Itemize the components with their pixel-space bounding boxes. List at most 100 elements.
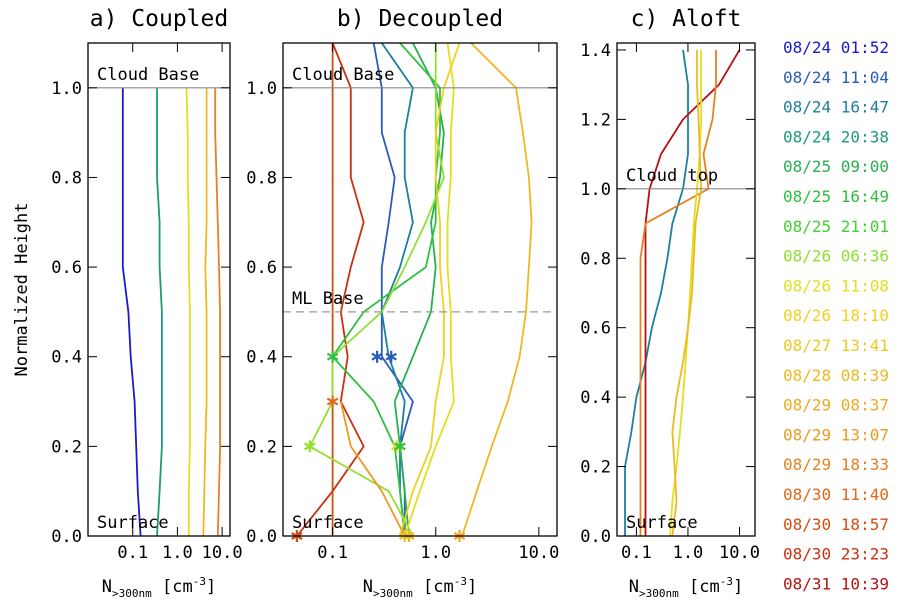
y-tick-label: 0.6 xyxy=(580,319,611,339)
x-label-sub: >300nm xyxy=(112,587,152,600)
legend-entry: 08/28 08:39 xyxy=(783,366,889,385)
y-tick-label: 0.2 xyxy=(246,437,277,457)
profile-line xyxy=(331,42,441,537)
profile-line xyxy=(671,49,703,537)
x-tick-label: 1.0 xyxy=(673,543,704,563)
star-marker xyxy=(304,440,316,453)
x-tick-label: 1.0 xyxy=(162,543,193,563)
profile-line xyxy=(339,401,406,537)
legend-entry: 08/31 10:39 xyxy=(783,574,889,593)
y-tick-label: 0.8 xyxy=(51,168,82,188)
legend-entry: 08/24 11:04 xyxy=(783,68,889,87)
panel-title: c) Aloft xyxy=(631,6,742,32)
profile-line xyxy=(156,87,163,537)
y-tick-label: 0.0 xyxy=(580,527,611,547)
x-tick-label: 10.0 xyxy=(719,543,760,563)
surface-label: Surface xyxy=(626,513,698,533)
legend-entry: 08/25 21:01 xyxy=(783,217,889,236)
legend-entry: 08/30 18:57 xyxy=(783,515,889,534)
x-label-unit: [cm xyxy=(413,577,454,597)
legend-entry: 08/29 18:33 xyxy=(783,455,889,474)
y-tick-label: 1.2 xyxy=(580,110,611,130)
y-tick-label: 0.6 xyxy=(51,258,82,278)
y-tick-label: 0.2 xyxy=(51,437,82,457)
profile-line xyxy=(399,42,461,537)
legend-entry: 08/24 20:38 xyxy=(783,127,889,146)
y-axis-label: Normalized Height xyxy=(12,203,32,377)
profile-line xyxy=(461,42,533,537)
legend-entry: 08/26 06:36 xyxy=(783,247,889,266)
star-marker xyxy=(394,440,406,453)
star-marker xyxy=(326,395,339,408)
legend-entry: 08/26 18:10 xyxy=(783,306,889,325)
x-label-main: N xyxy=(363,577,373,597)
legend-entry: 08/29 13:07 xyxy=(783,425,889,444)
x-label-main: N xyxy=(102,577,112,597)
x-tick-label: 0.1 xyxy=(117,543,148,563)
legend-entry: 08/26 11:08 xyxy=(783,276,889,295)
y-tick-label: 0.0 xyxy=(246,527,277,547)
x-label-end: ] xyxy=(467,577,477,597)
y-tick-label: 0.4 xyxy=(246,348,277,368)
y-tick-label: 0.0 xyxy=(51,527,82,547)
reference-label: ML Base xyxy=(292,289,364,309)
y-tick-label: 0.2 xyxy=(580,458,611,478)
x-label-sub: >300nm xyxy=(373,587,413,600)
y-tick-label: 0.6 xyxy=(246,258,277,278)
legend-entry: 08/30 23:23 xyxy=(783,545,889,564)
x-label-end: ] xyxy=(733,577,743,597)
surface-label: Surface xyxy=(97,513,169,533)
star-marker xyxy=(371,350,383,363)
x-label-end: ] xyxy=(206,577,216,597)
legend-entry: 08/25 16:49 xyxy=(783,187,889,206)
x-label-unit: [cm xyxy=(679,577,720,597)
panel-title: a) Coupled xyxy=(90,6,228,32)
profile-line xyxy=(185,87,191,536)
x-tick-label: 10.0 xyxy=(518,543,559,563)
x-label-sub: >300nm xyxy=(639,587,679,600)
x-label-sup: -3 xyxy=(193,575,206,588)
profile-line xyxy=(121,87,142,537)
legend-entry: 08/25 09:00 xyxy=(783,157,889,176)
x-axis-label: N>300nm [cm-3] xyxy=(629,575,743,600)
profile-line xyxy=(403,42,455,537)
plot-frame xyxy=(616,42,756,537)
reference-label: Cloud top xyxy=(626,166,718,186)
reference-label: Cloud Base xyxy=(97,65,199,85)
x-axis-label: N>300nm [cm-3] xyxy=(363,575,477,600)
x-tick-label: 0.1 xyxy=(317,543,348,563)
profile-line xyxy=(639,49,717,536)
y-tick-label: 0.4 xyxy=(51,348,82,368)
plot-frame xyxy=(282,42,558,537)
plot-frame xyxy=(87,42,231,537)
y-tick-label: 0.8 xyxy=(246,168,277,188)
surface-label: Surface xyxy=(292,513,364,533)
legend-entry: 08/27 13:41 xyxy=(783,336,889,355)
x-label-unit: [cm xyxy=(152,577,193,597)
profile-line xyxy=(644,49,741,536)
y-tick-label: 1.0 xyxy=(51,79,82,99)
legend-entry: 08/24 16:47 xyxy=(783,98,889,117)
x-tick-label: 1.0 xyxy=(420,543,451,563)
x-label-sup: -3 xyxy=(720,575,733,588)
legend-entry: 08/29 08:37 xyxy=(783,396,889,415)
star-marker xyxy=(385,350,397,363)
star-marker xyxy=(326,350,339,363)
profile-line xyxy=(308,43,445,537)
x-tick-label: 10.0 xyxy=(202,543,243,563)
profile-line xyxy=(669,49,702,537)
panel-title: b) Decoupled xyxy=(337,6,503,32)
y-tick-label: 1.4 xyxy=(580,41,611,61)
x-tick-label: 0.1 xyxy=(621,543,652,563)
y-tick-label: 1.0 xyxy=(580,180,611,200)
y-tick-label: 0.8 xyxy=(580,249,611,269)
legend-entry: 08/24 01:52 xyxy=(783,38,889,57)
x-axis-label: N>300nm [cm-3] xyxy=(102,575,216,600)
profile-line xyxy=(296,42,365,537)
x-label-main: N xyxy=(629,577,639,597)
profile-line xyxy=(393,42,445,537)
reference-label: Cloud Base xyxy=(292,65,394,85)
profile-line xyxy=(202,87,208,537)
x-label-sup: -3 xyxy=(454,575,467,588)
